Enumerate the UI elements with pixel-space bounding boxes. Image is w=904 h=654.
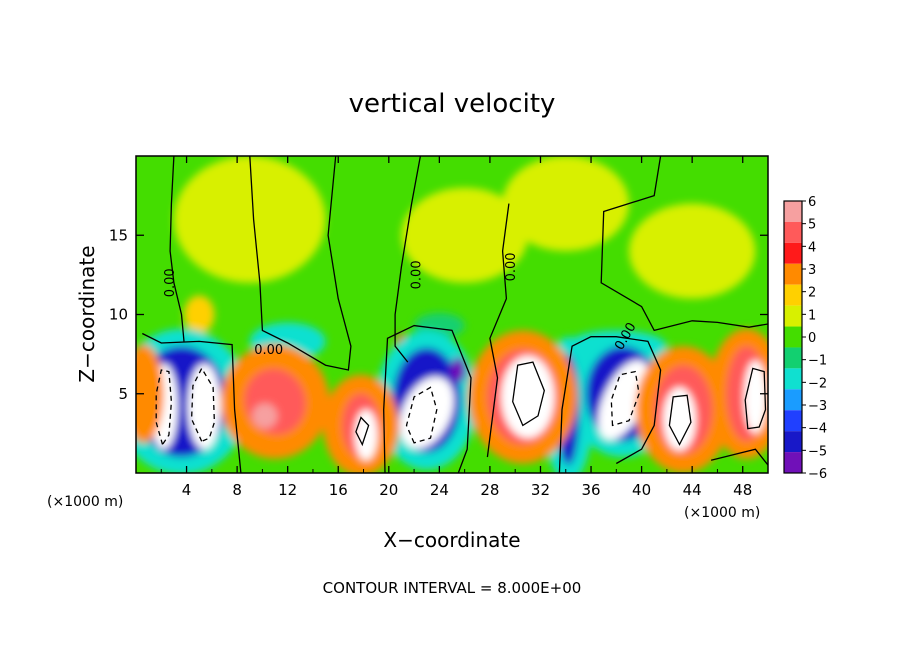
inner-contour bbox=[355, 416, 370, 447]
inner-contour bbox=[512, 361, 545, 427]
x-axis-label: X−coordinate bbox=[383, 528, 520, 552]
field-light-patch bbox=[173, 156, 326, 283]
field-light-patch bbox=[628, 203, 756, 299]
inner-contour bbox=[155, 369, 173, 447]
inner-contour bbox=[610, 370, 640, 427]
zero-contour-line bbox=[169, 156, 185, 342]
downdraft-purple bbox=[450, 357, 466, 383]
colorbar-swatch bbox=[784, 326, 802, 348]
colorbar-label: −3 bbox=[808, 399, 827, 414]
downdraft-core bbox=[187, 363, 221, 450]
contour-lines bbox=[142, 156, 768, 473]
colorbar-label: 1 bbox=[808, 308, 816, 323]
y-axis-unit: (×1000 m) bbox=[47, 494, 123, 510]
x-tick-label: 40 bbox=[632, 481, 651, 499]
zero-contour-line bbox=[486, 203, 510, 458]
inner-contour bbox=[744, 367, 767, 430]
contour-interval-note: CONTOUR INTERVAL = 8.000E+00 bbox=[323, 579, 582, 597]
colorbar-label: 0 bbox=[808, 331, 816, 346]
y-axis-label: Z−coordinate bbox=[75, 245, 99, 382]
plot-area: 0.000.000.00 0.000.00 4 8 12 16 20 24 28 32 36 40 4… bbox=[109, 155, 769, 499]
colorbar-swatch bbox=[784, 201, 802, 222]
updraft-core bbox=[501, 355, 555, 439]
x-tick-label: 48 bbox=[733, 481, 752, 499]
contour-label: 0.00 bbox=[254, 343, 283, 358]
zero-contour-line bbox=[394, 156, 422, 363]
colorbar-swatch bbox=[784, 284, 802, 306]
x-tick-label: 4 bbox=[182, 481, 192, 499]
velocity-field bbox=[136, 156, 768, 473]
contour-label: 0.00 bbox=[163, 268, 178, 297]
y-tick-label: 10 bbox=[109, 306, 128, 324]
field-orange-patch bbox=[184, 295, 215, 334]
field-light-patch bbox=[401, 187, 528, 283]
zero-contour-line bbox=[383, 324, 472, 473]
colorbar-label: 2 bbox=[808, 286, 816, 301]
zero-contour-line bbox=[600, 156, 768, 332]
downdraft-core bbox=[399, 376, 454, 449]
zero-contour-line bbox=[142, 332, 242, 473]
colorbar: 6 5 4 3 2 1 0 −1 −2 −3 −4 −5 −6 bbox=[783, 195, 827, 482]
y-tick-label: 5 bbox=[118, 385, 128, 403]
colorbar-swatch bbox=[784, 263, 802, 285]
colorbar-label: 6 bbox=[808, 195, 816, 210]
x-tick-label: 12 bbox=[278, 481, 297, 499]
x-tick-label: 20 bbox=[379, 481, 398, 499]
contour-label: 0.00 bbox=[504, 252, 519, 281]
zero-contour-line bbox=[249, 156, 352, 371]
colorbar-swatch bbox=[784, 347, 802, 369]
colorbar-swatch bbox=[784, 368, 802, 390]
x-tick-label: 28 bbox=[480, 481, 499, 499]
inner-contour bbox=[668, 394, 692, 446]
zero-contour-line bbox=[558, 336, 662, 473]
colorbar-label: −6 bbox=[808, 467, 827, 482]
inner-contour bbox=[190, 367, 216, 443]
updraft-light bbox=[252, 403, 278, 429]
colorbar-label: −2 bbox=[808, 376, 827, 391]
y-axis-ticks: 5 10 15 bbox=[109, 226, 768, 403]
x-tick-label: 24 bbox=[430, 481, 449, 499]
colorbar-label: −1 bbox=[808, 354, 827, 369]
x-axis-ticks: 4 8 12 16 20 24 28 32 36 40 44 48 bbox=[160, 156, 752, 499]
colorbar-label: −5 bbox=[808, 444, 827, 459]
x-tick-label: 36 bbox=[581, 481, 600, 499]
x-tick-label: 8 bbox=[232, 481, 242, 499]
x-tick-label: 16 bbox=[329, 481, 348, 499]
field-light-patch bbox=[502, 156, 629, 252]
colorbar-swatch bbox=[784, 431, 802, 453]
colorbar-label: 5 bbox=[808, 218, 816, 233]
colorbar-swatch bbox=[784, 452, 802, 473]
x-axis-unit: (×1000 m) bbox=[684, 505, 760, 521]
x-tick-label: 32 bbox=[531, 481, 550, 499]
colorbar-swatch bbox=[784, 221, 802, 243]
colorbar-swatch bbox=[784, 389, 802, 411]
colorbar-swatch bbox=[784, 305, 802, 327]
zero-contour-line bbox=[710, 448, 768, 466]
colorbar-swatch bbox=[784, 242, 802, 264]
chart-title: vertical velocity bbox=[349, 89, 556, 119]
inner-contour bbox=[405, 386, 438, 444]
updraft-orange bbox=[136, 344, 164, 443]
x-tick-label: 44 bbox=[683, 481, 702, 499]
colorbar-swatch bbox=[784, 410, 802, 432]
colorbar-label: −4 bbox=[808, 422, 827, 437]
y-tick-label: 15 bbox=[109, 226, 128, 244]
colorbar-label: 3 bbox=[808, 263, 816, 278]
contour-label: 0.00 bbox=[409, 260, 424, 289]
colorbar-label: 4 bbox=[808, 240, 816, 255]
